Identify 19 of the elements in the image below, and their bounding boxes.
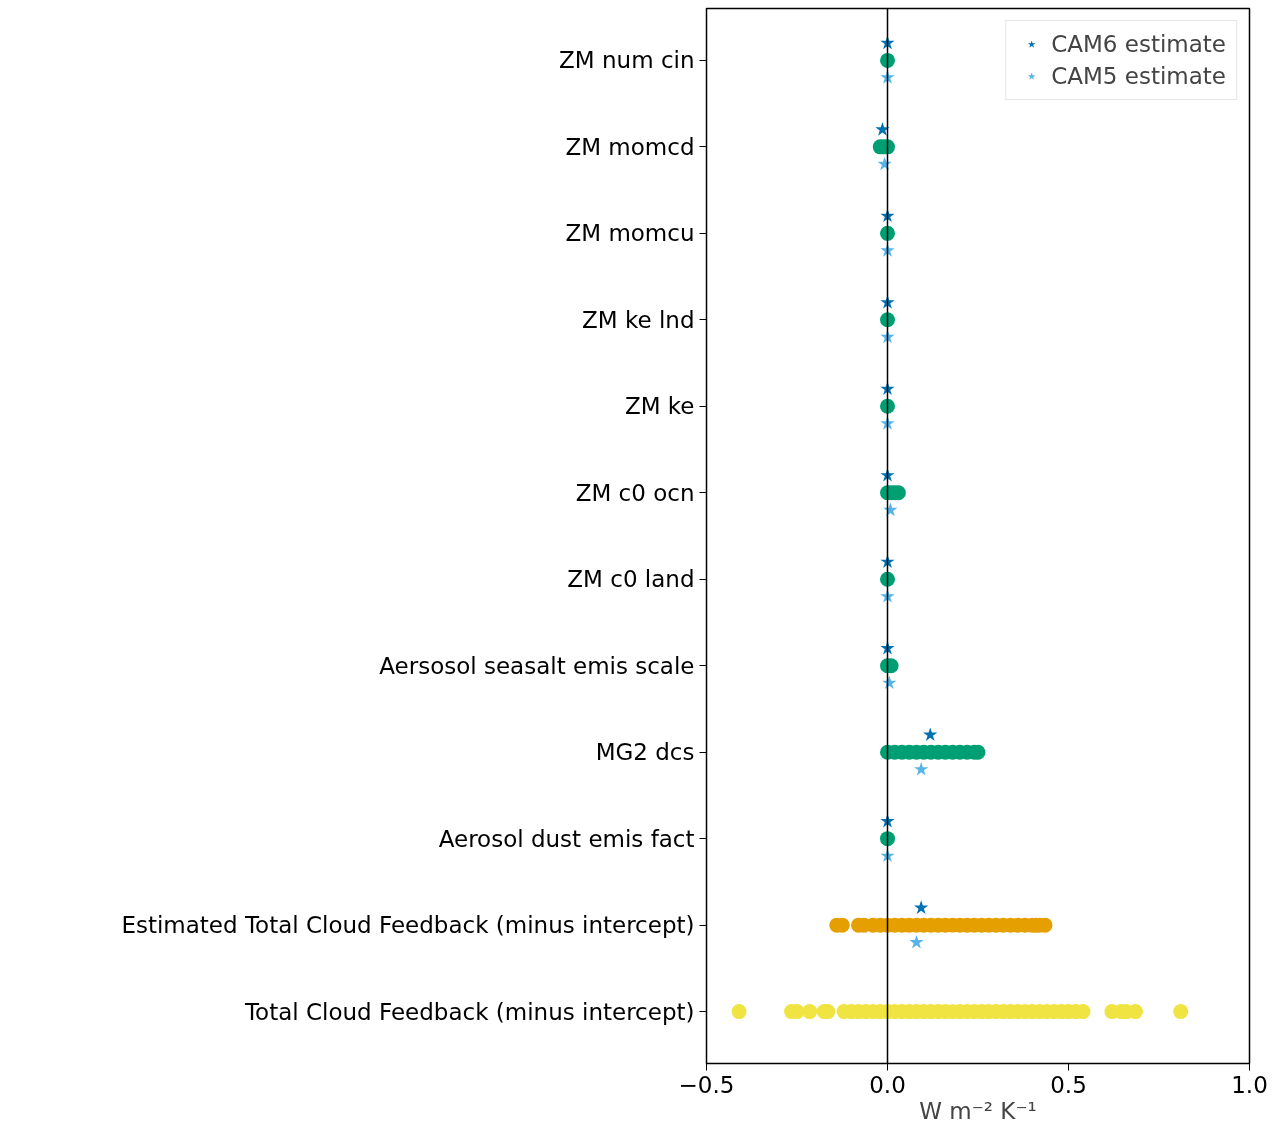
- x-tick-label: 0.5: [1050, 1071, 1087, 1098]
- x-tick-label: 0.0: [869, 1071, 906, 1098]
- y-tick-label: Total Cloud Feedback (minus intercept): [243, 998, 695, 1025]
- y-tick-label: ZM momcu: [565, 220, 695, 247]
- legend-label: CAM6 estimate: [1051, 31, 1226, 57]
- x-tick-label: −0.5: [678, 1071, 735, 1098]
- y-tick-label: Aersosol seasalt emis scale: [379, 652, 695, 679]
- y-tick-label: ZM ke lnd: [582, 306, 695, 333]
- y-tick-label: ZM momcd: [565, 133, 695, 160]
- y-tick-label: MG2 dcs: [595, 739, 695, 766]
- x-tick-label: 1.0: [1231, 1071, 1268, 1098]
- y-tick-label: Estimated Total Cloud Feedback (minus intercept): [121, 912, 695, 939]
- y-tick-label: Aerosol dust emis fact: [438, 825, 695, 852]
- x-axis-title: W m⁻² K⁻¹: [919, 1097, 1037, 1124]
- y-tick-label: ZM num cin: [559, 47, 695, 74]
- y-tick-label: ZM c0 ocn: [575, 479, 695, 506]
- y-tick-label: ZM ke: [624, 393, 695, 420]
- y-tick-label: ZM c0 land: [567, 566, 695, 593]
- legend-label: CAM5 estimate: [1051, 63, 1226, 89]
